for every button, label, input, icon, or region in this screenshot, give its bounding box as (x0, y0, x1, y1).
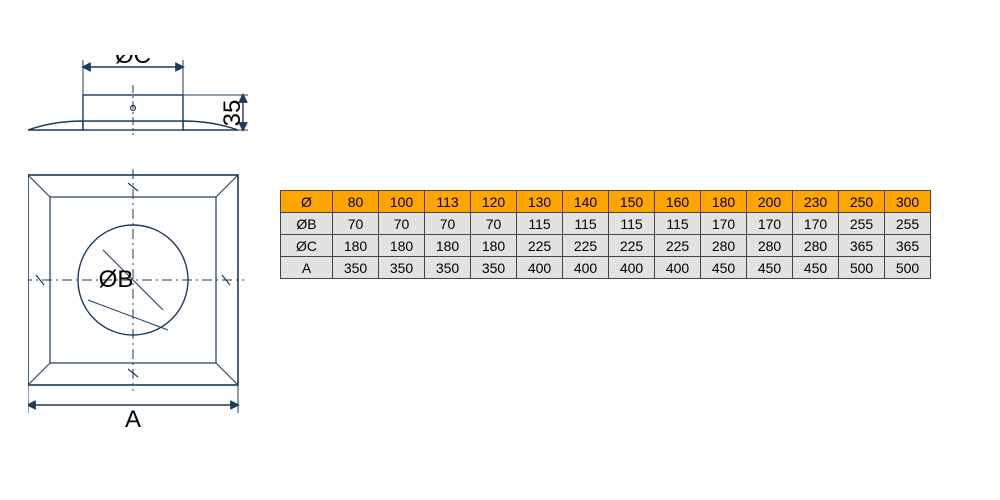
table-row: ØB70707070115115115115170170170255255 (281, 213, 931, 235)
cell: 350 (425, 257, 471, 279)
cell: 250 (839, 191, 885, 213)
cell: 450 (701, 257, 747, 279)
cell: 280 (793, 235, 839, 257)
table-header-row: Ø80100113120130140150160180200230250300 (281, 191, 931, 213)
cell: 180 (701, 191, 747, 213)
cell: 400 (563, 257, 609, 279)
cell: 180 (333, 235, 379, 257)
plan-view: ØB A (28, 169, 244, 433)
label-A: A (125, 406, 141, 433)
cell: 160 (655, 191, 701, 213)
cell: 225 (609, 235, 655, 257)
cell: 80 (333, 191, 379, 213)
cell: 500 (885, 257, 931, 279)
cell: 400 (655, 257, 701, 279)
dimension-diagram: ØC 35 (28, 55, 268, 455)
cell: 365 (839, 235, 885, 257)
cell: 70 (333, 213, 379, 235)
label-35: 35 (219, 100, 246, 127)
cell: 180 (379, 235, 425, 257)
cell: 255 (839, 213, 885, 235)
cell: 500 (839, 257, 885, 279)
cell: 350 (471, 257, 517, 279)
cell: 255 (885, 213, 931, 235)
table-row: ØC18018018018022522522522528028028036536… (281, 235, 931, 257)
cell: 280 (747, 235, 793, 257)
cell: 115 (655, 213, 701, 235)
cell: 300 (885, 191, 931, 213)
cell: 230 (793, 191, 839, 213)
cell: 350 (379, 257, 425, 279)
cell: 150 (609, 191, 655, 213)
dimensions-table: Ø80100113120130140150160180200230250300Ø… (280, 190, 931, 279)
cell: 115 (609, 213, 655, 235)
cell: 115 (517, 213, 563, 235)
label-phiB: ØB (99, 266, 134, 293)
row-label: Ø (281, 191, 333, 213)
cell: 200 (747, 191, 793, 213)
side-elevation: ØC 35 (28, 55, 248, 135)
cell: 400 (517, 257, 563, 279)
table-row: A350350350350400400400400450450450500500 (281, 257, 931, 279)
cell: 225 (517, 235, 563, 257)
cell: 120 (471, 191, 517, 213)
cell: 170 (701, 213, 747, 235)
cell: 280 (701, 235, 747, 257)
cell: 400 (609, 257, 655, 279)
label-phiC: ØC (115, 55, 151, 69)
row-label: ØB (281, 213, 333, 235)
cell: 225 (655, 235, 701, 257)
cell: 100 (379, 191, 425, 213)
cell: 70 (471, 213, 517, 235)
cell: 225 (563, 235, 609, 257)
cell: 365 (885, 235, 931, 257)
cell: 140 (563, 191, 609, 213)
row-label: A (281, 257, 333, 279)
cell: 130 (517, 191, 563, 213)
cell: 450 (793, 257, 839, 279)
cell: 70 (425, 213, 471, 235)
cell: 170 (747, 213, 793, 235)
cell: 450 (747, 257, 793, 279)
cell: 115 (563, 213, 609, 235)
cell: 113 (425, 191, 471, 213)
cell: 180 (471, 235, 517, 257)
cell: 70 (379, 213, 425, 235)
cell: 180 (425, 235, 471, 257)
cell: 170 (793, 213, 839, 235)
row-label: ØC (281, 235, 333, 257)
cell: 350 (333, 257, 379, 279)
